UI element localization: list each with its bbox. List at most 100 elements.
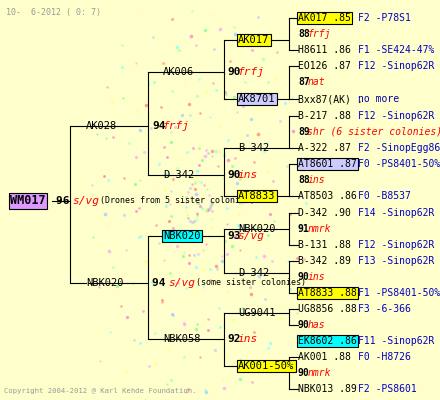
Point <box>134 108 141 114</box>
Point <box>205 315 212 322</box>
Point <box>199 246 206 253</box>
Point <box>210 45 217 52</box>
Text: ins: ins <box>238 334 258 344</box>
Point <box>162 170 169 177</box>
Point <box>204 207 211 213</box>
Text: 93: 93 <box>227 231 241 241</box>
Point <box>191 179 198 185</box>
Point <box>194 93 201 100</box>
Text: B-217 .88: B-217 .88 <box>298 111 351 121</box>
Point <box>254 106 261 113</box>
Point <box>167 138 174 145</box>
Point <box>235 222 242 228</box>
Text: F1 -SE424-47%: F1 -SE424-47% <box>358 45 434 55</box>
Point <box>183 194 190 200</box>
Point <box>183 285 190 292</box>
Point <box>103 135 110 141</box>
Text: NBK058: NBK058 <box>163 334 201 344</box>
Text: has: has <box>308 320 325 330</box>
Point <box>191 218 198 225</box>
Text: frfj: frfj <box>163 121 190 131</box>
Text: nmrk: nmrk <box>308 224 331 234</box>
Point <box>224 205 231 211</box>
Text: F0 -PS8401-50%: F0 -PS8401-50% <box>358 159 440 169</box>
Point <box>192 174 199 180</box>
Point <box>276 118 283 125</box>
Point <box>228 163 235 169</box>
Point <box>197 179 204 186</box>
Point <box>222 189 229 195</box>
Text: 90: 90 <box>298 320 310 330</box>
Point <box>169 225 176 231</box>
Point <box>282 100 289 106</box>
Text: AK017: AK017 <box>238 35 269 45</box>
Point <box>200 206 207 213</box>
Text: F12 -Sinop62R: F12 -Sinop62R <box>358 240 434 250</box>
Point <box>168 377 175 383</box>
Point <box>214 162 221 169</box>
Point <box>240 103 247 110</box>
Point <box>132 208 139 214</box>
Text: AT8503 .86: AT8503 .86 <box>298 191 357 201</box>
Point <box>192 180 199 186</box>
Text: F14 -Sinop62R: F14 -Sinop62R <box>358 208 434 218</box>
Point <box>231 154 238 161</box>
Text: frfj: frfj <box>238 67 264 77</box>
Point <box>192 185 199 192</box>
Point <box>172 235 179 241</box>
Point <box>185 101 192 107</box>
Point <box>205 327 212 334</box>
Point <box>220 376 227 382</box>
Point <box>194 213 201 220</box>
Point <box>129 280 136 286</box>
Point <box>122 367 129 374</box>
Point <box>236 200 243 206</box>
Point <box>213 263 220 269</box>
Point <box>254 190 261 196</box>
Text: F12 -Sinop62R: F12 -Sinop62R <box>358 111 434 121</box>
Point <box>264 79 271 85</box>
Point <box>151 361 158 368</box>
Point <box>271 76 279 82</box>
Point <box>196 110 203 116</box>
Text: shr (6 sister colonies): shr (6 sister colonies) <box>308 127 440 137</box>
Text: F12 -Sinop62R: F12 -Sinop62R <box>358 61 434 71</box>
Point <box>246 40 253 47</box>
Point <box>210 10 217 17</box>
Text: F2 -PS8601: F2 -PS8601 <box>358 384 417 394</box>
Point <box>107 329 114 336</box>
Point <box>266 189 273 195</box>
Point <box>234 179 241 186</box>
Text: AK028: AK028 <box>86 121 117 131</box>
Point <box>194 178 201 185</box>
Point <box>158 297 165 303</box>
Text: D-342: D-342 <box>238 268 269 278</box>
Text: AT8833 .88: AT8833 .88 <box>298 288 357 298</box>
Point <box>181 319 188 326</box>
Point <box>220 385 227 392</box>
Point <box>236 211 243 217</box>
Point <box>151 330 158 337</box>
Point <box>185 252 192 258</box>
Point <box>163 380 170 387</box>
Text: AK001 .88: AK001 .88 <box>298 352 351 362</box>
Point <box>239 199 246 205</box>
Point <box>152 181 159 187</box>
Point <box>288 94 295 100</box>
Point <box>237 356 244 363</box>
Text: 90: 90 <box>298 368 310 378</box>
Point <box>266 340 273 346</box>
Point <box>255 222 262 228</box>
Point <box>193 326 200 333</box>
Point <box>209 80 216 86</box>
Point <box>200 182 207 188</box>
Point <box>261 253 268 260</box>
Point <box>90 234 97 240</box>
Point <box>198 205 205 212</box>
Point <box>202 27 209 33</box>
Text: nat: nat <box>308 77 325 87</box>
Text: AK8701: AK8701 <box>238 94 275 104</box>
Point <box>255 130 262 137</box>
Text: 96: 96 <box>56 196 76 206</box>
Text: AK006: AK006 <box>163 67 194 77</box>
